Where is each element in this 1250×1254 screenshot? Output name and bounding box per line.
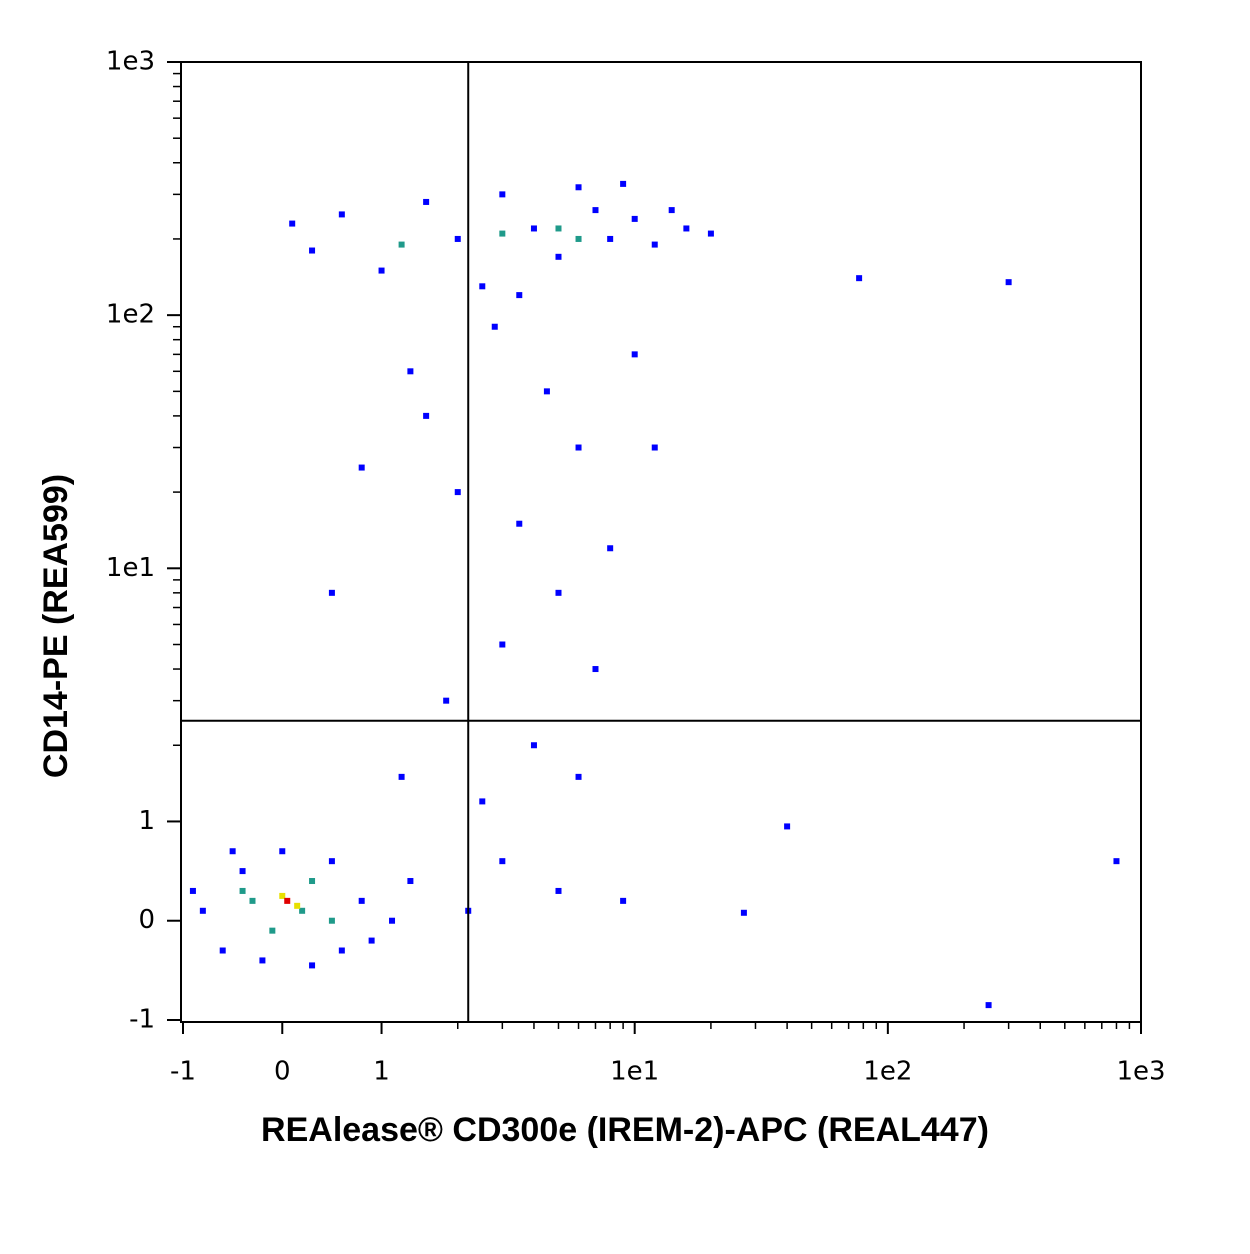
point — [491, 323, 498, 330]
point — [289, 220, 296, 227]
point — [378, 267, 385, 274]
point — [530, 225, 537, 232]
y-tick-label: 1 — [138, 806, 155, 836]
point — [516, 292, 523, 299]
point — [279, 848, 286, 855]
x-tick-label: 1e1 — [610, 1057, 659, 1087]
point — [479, 798, 486, 805]
point — [239, 868, 246, 875]
point — [189, 887, 196, 894]
point — [279, 892, 286, 899]
point — [479, 283, 486, 290]
point — [358, 464, 365, 471]
point — [284, 897, 291, 904]
point — [784, 823, 791, 830]
point — [499, 230, 506, 237]
point — [338, 947, 345, 954]
point — [683, 225, 690, 232]
y-tick-label: -1 — [129, 1005, 155, 1035]
point — [592, 207, 599, 214]
y-tick-label: 1e1 — [106, 553, 155, 583]
point — [707, 230, 714, 237]
point — [651, 241, 658, 248]
point — [1005, 279, 1012, 286]
point — [299, 907, 306, 914]
point — [407, 878, 414, 885]
point — [856, 275, 863, 282]
point — [328, 917, 335, 924]
point — [294, 902, 301, 909]
y-tick-label: 1e3 — [106, 47, 155, 77]
point — [423, 412, 430, 419]
point — [309, 962, 316, 969]
point — [575, 235, 582, 242]
point — [398, 241, 405, 248]
x-tick-label: 1e3 — [1116, 1057, 1165, 1087]
point — [454, 489, 461, 496]
point — [249, 897, 256, 904]
x-tick-label: -1 — [170, 1057, 196, 1087]
point — [309, 247, 316, 254]
point — [555, 253, 562, 260]
plot-frame — [180, 61, 1142, 1023]
point — [259, 957, 266, 964]
x-tick-label: 0 — [274, 1057, 291, 1087]
point — [499, 191, 506, 198]
x-axis-title: REAlease® CD300e (IREM-2)-APC (REAL447) — [261, 1111, 989, 1149]
point — [398, 773, 405, 780]
point — [454, 235, 461, 242]
point — [555, 225, 562, 232]
point — [516, 520, 523, 527]
point — [620, 180, 627, 187]
point — [338, 211, 345, 218]
point — [985, 1002, 992, 1009]
point — [219, 947, 226, 954]
point — [555, 589, 562, 596]
point — [1113, 858, 1120, 865]
y-axis-title: CD14-PE (REA599) — [37, 474, 75, 778]
point — [607, 545, 614, 552]
point — [328, 858, 335, 865]
x-tick-label: 1e2 — [863, 1057, 912, 1087]
point — [309, 878, 316, 885]
point — [543, 388, 550, 395]
point — [407, 368, 414, 375]
point — [575, 773, 582, 780]
point — [239, 887, 246, 894]
y-tick-label: 0 — [138, 905, 155, 935]
point — [651, 444, 658, 451]
point — [740, 909, 747, 916]
point — [358, 897, 365, 904]
point — [499, 858, 506, 865]
point — [229, 848, 236, 855]
point — [575, 444, 582, 451]
point — [269, 927, 276, 934]
point — [592, 666, 599, 673]
point — [555, 887, 562, 894]
point — [668, 207, 675, 214]
point — [631, 215, 638, 222]
point — [631, 351, 638, 358]
point — [575, 184, 582, 191]
point — [328, 589, 335, 596]
point — [530, 742, 537, 749]
point — [199, 907, 206, 914]
point — [607, 235, 614, 242]
point — [499, 641, 506, 648]
point — [368, 937, 375, 944]
point — [620, 897, 627, 904]
x-tick-label: 1 — [373, 1057, 390, 1087]
point — [423, 198, 430, 205]
point — [443, 697, 450, 704]
point — [389, 917, 396, 924]
y-tick-label: 1e2 — [106, 300, 155, 330]
